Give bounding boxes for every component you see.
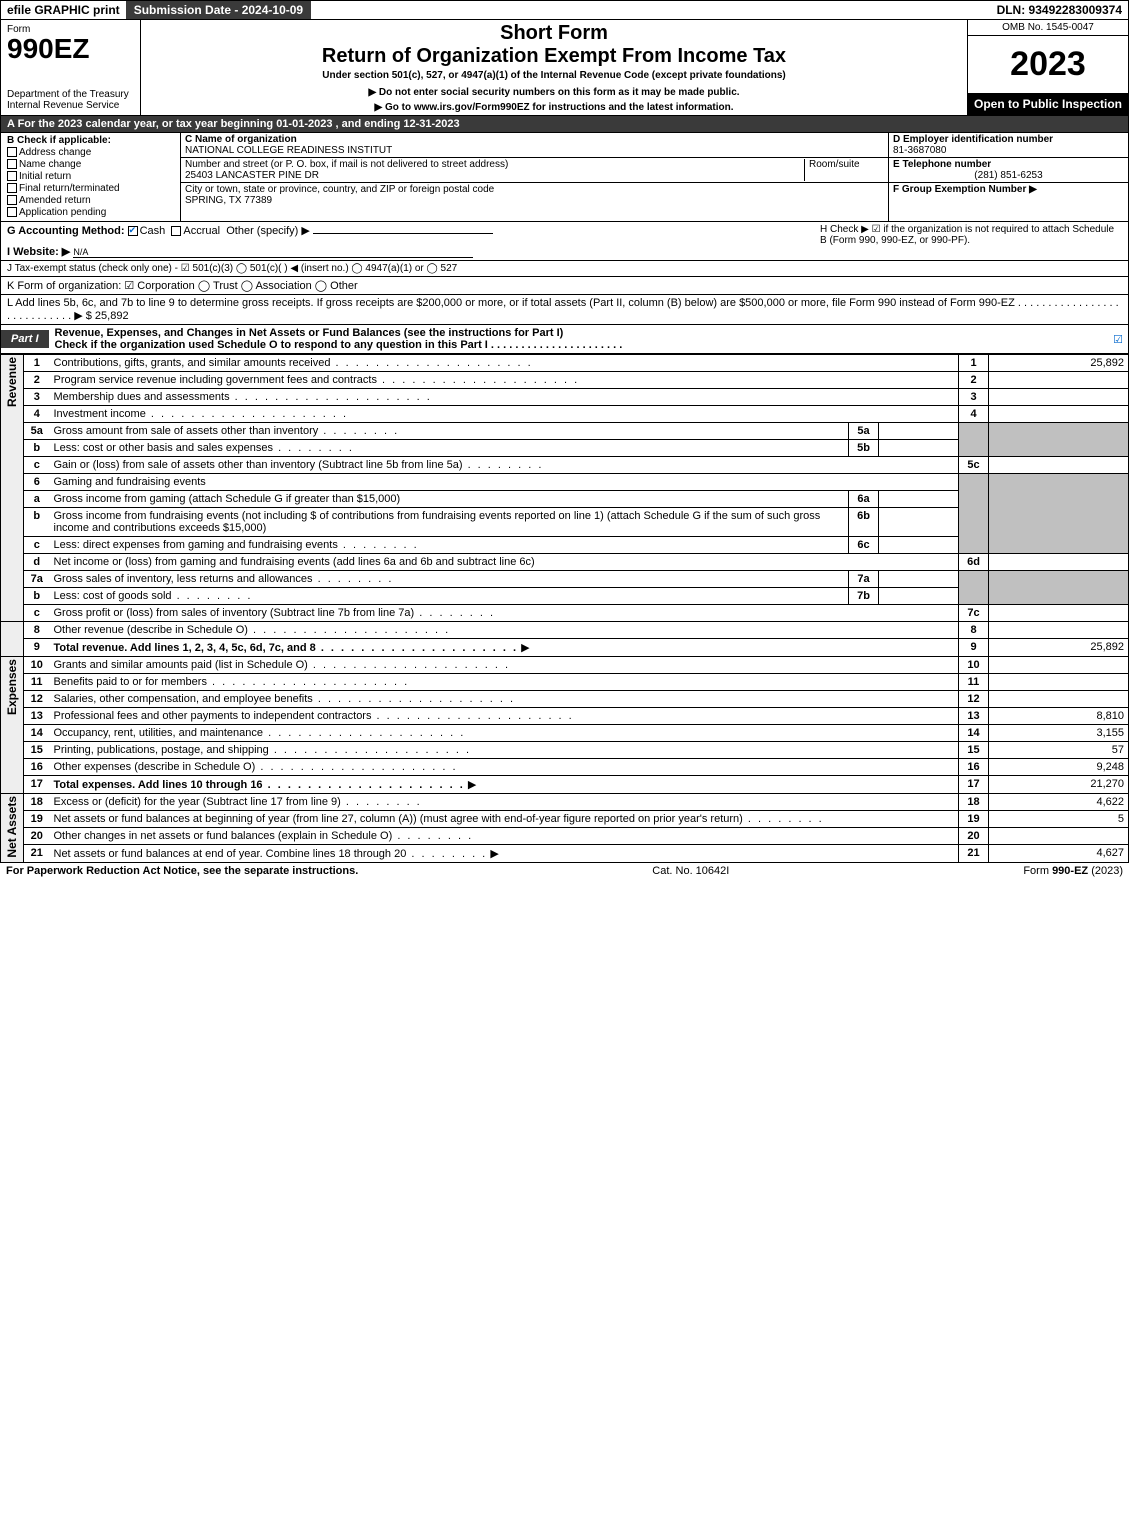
line-3: 3Membership dues and assessments 3 (1, 389, 1129, 406)
form-number: 990EZ (7, 35, 134, 63)
footer-mid: Cat. No. 10642I (358, 865, 1023, 877)
line-7a: 7aGross sales of inventory, less returns… (1, 571, 1129, 588)
line-14: 14Occupancy, rent, utilities, and mainte… (1, 725, 1129, 742)
section-d-e-f: D Employer identification number 81-3687… (888, 133, 1128, 221)
line-6d: dNet income or (loss) from gaming and fu… (1, 554, 1129, 571)
b-label: B Check if applicable: (7, 135, 174, 146)
tax-year: 2023 (968, 36, 1128, 93)
h-text: H Check ▶ ☑ if the organization is not r… (820, 224, 1120, 246)
g-label: G Accounting Method: (7, 225, 125, 237)
org-name: NATIONAL COLLEGE READINESS INSTITUT (185, 145, 392, 156)
chk-name-change[interactable]: Name change (7, 159, 174, 170)
part-i-checkbox[interactable]: ☑ (1108, 333, 1128, 346)
section-b-c-d: B Check if applicable: Address change Na… (0, 133, 1129, 222)
e-label: E Telephone number (893, 159, 991, 170)
footer-right: Form 990-EZ (2023) (1023, 865, 1123, 877)
row-j: J Tax-exempt status (check only one) - ☑… (0, 261, 1129, 277)
street-address: 25403 LANCASTER PINE DR (185, 170, 319, 181)
f-label: F Group Exemption Number ▶ (893, 184, 1037, 195)
form-title-block: Short Form Return of Organization Exempt… (141, 20, 968, 115)
efile-label[interactable]: efile GRAPHIC print (1, 1, 126, 19)
dln: DLN: 93492283009374 (991, 1, 1128, 19)
dept-label: Department of the Treasury Internal Reve… (7, 89, 134, 111)
i-label: I Website: ▶ (7, 246, 70, 258)
chk-application-pending[interactable]: Application pending (7, 207, 174, 218)
part-i-desc: Revenue, Expenses, and Changes in Net As… (49, 325, 1108, 353)
line-5c: cGain or (loss) from sale of assets othe… (1, 457, 1129, 474)
line-12: 12Salaries, other compensation, and empl… (1, 691, 1129, 708)
chk-amended-return[interactable]: Amended return (7, 195, 174, 206)
subtitle-3: ▶ Go to www.irs.gov/Form990EZ for instru… (147, 102, 961, 113)
line-19: 19Net assets or fund balances at beginni… (1, 811, 1129, 828)
open-inspection: Open to Public Inspection (968, 93, 1128, 115)
form-year-block: OMB No. 1545-0047 2023 Open to Public In… (968, 20, 1128, 115)
room-label: Room/suite (809, 159, 860, 170)
subtitle-1: Under section 501(c), 527, or 4947(a)(1)… (147, 70, 961, 81)
part-i-tag: Part I (1, 330, 49, 348)
city-state-zip: SPRING, TX 77389 (185, 195, 272, 206)
line-5a: 5aGross amount from sale of assets other… (1, 423, 1129, 440)
form-header: Form 990EZ Department of the Treasury In… (0, 20, 1129, 116)
chk-final-return[interactable]: Final return/terminated (7, 183, 174, 194)
chk-accrual[interactable] (171, 226, 181, 236)
chk-cash[interactable] (128, 226, 138, 236)
subtitle-2: ▶ Do not enter social security numbers o… (147, 87, 961, 98)
line-16: 16Other expenses (describe in Schedule O… (1, 759, 1129, 776)
footer-left: For Paperwork Reduction Act Notice, see … (6, 865, 358, 877)
line-18: Net Assets 18Excess or (deficit) for the… (1, 794, 1129, 811)
line-7c: cGross profit or (loss) from sales of in… (1, 605, 1129, 622)
line-a: A For the 2023 calendar year, or tax yea… (0, 116, 1129, 133)
chk-initial-return[interactable]: Initial return (7, 171, 174, 182)
line-6: 6Gaming and fundraising events (1, 474, 1129, 491)
ein: 81-3687080 (893, 145, 946, 156)
website: N/A (73, 247, 473, 258)
line-1: Revenue 1 Contributions, gifts, grants, … (1, 355, 1129, 372)
line-10: Expenses 10Grants and similar amounts pa… (1, 657, 1129, 674)
revenue-table: Revenue 1 Contributions, gifts, grants, … (0, 354, 1129, 863)
line-2: 2Program service revenue including gover… (1, 372, 1129, 389)
revenue-side-label: Revenue (5, 357, 19, 407)
line-20: 20Other changes in net assets or fund ba… (1, 828, 1129, 845)
part-i-header: Part I Revenue, Expenses, and Changes in… (0, 325, 1129, 354)
addr-label: Number and street (or P. O. box, if mail… (185, 159, 508, 170)
omb-number: OMB No. 1545-0047 (968, 20, 1128, 36)
line-9: 9Total revenue. Add lines 1, 2, 3, 4, 5c… (1, 639, 1129, 657)
title-short-form: Short Form (147, 22, 961, 45)
row-g-h-i: G Accounting Method: Cash Accrual Other … (0, 222, 1129, 261)
phone: (281) 851-6253 (893, 170, 1124, 181)
line-4: 4Investment income 4 (1, 406, 1129, 423)
c-label: C Name of organization (185, 134, 297, 145)
chk-address-change[interactable]: Address change (7, 147, 174, 158)
section-c: C Name of organization NATIONAL COLLEGE … (181, 133, 888, 221)
row-k: K Form of organization: ☑ Corporation ◯ … (0, 277, 1129, 295)
footer: For Paperwork Reduction Act Notice, see … (0, 863, 1129, 879)
line-13: 13Professional fees and other payments t… (1, 708, 1129, 725)
city-label: City or town, state or province, country… (185, 184, 494, 195)
expenses-side-label: Expenses (5, 659, 19, 715)
top-bar: efile GRAPHIC print Submission Date - 20… (0, 0, 1129, 20)
netassets-side-label: Net Assets (5, 796, 19, 858)
row-l: L Add lines 5b, 6c, and 7b to line 9 to … (0, 295, 1129, 325)
line-17: 17Total expenses. Add lines 10 through 1… (1, 776, 1129, 794)
section-b: B Check if applicable: Address change Na… (1, 133, 181, 221)
line-8: 8Other revenue (describe in Schedule O) … (1, 622, 1129, 639)
d-label: D Employer identification number (893, 134, 1053, 145)
submission-date: Submission Date - 2024-10-09 (126, 1, 311, 19)
line-21: 21Net assets or fund balances at end of … (1, 845, 1129, 863)
form-id-block: Form 990EZ Department of the Treasury In… (1, 20, 141, 115)
line-15: 15Printing, publications, postage, and s… (1, 742, 1129, 759)
title-return: Return of Organization Exempt From Incom… (147, 45, 961, 68)
line-11: 11Benefits paid to or for members 11 (1, 674, 1129, 691)
